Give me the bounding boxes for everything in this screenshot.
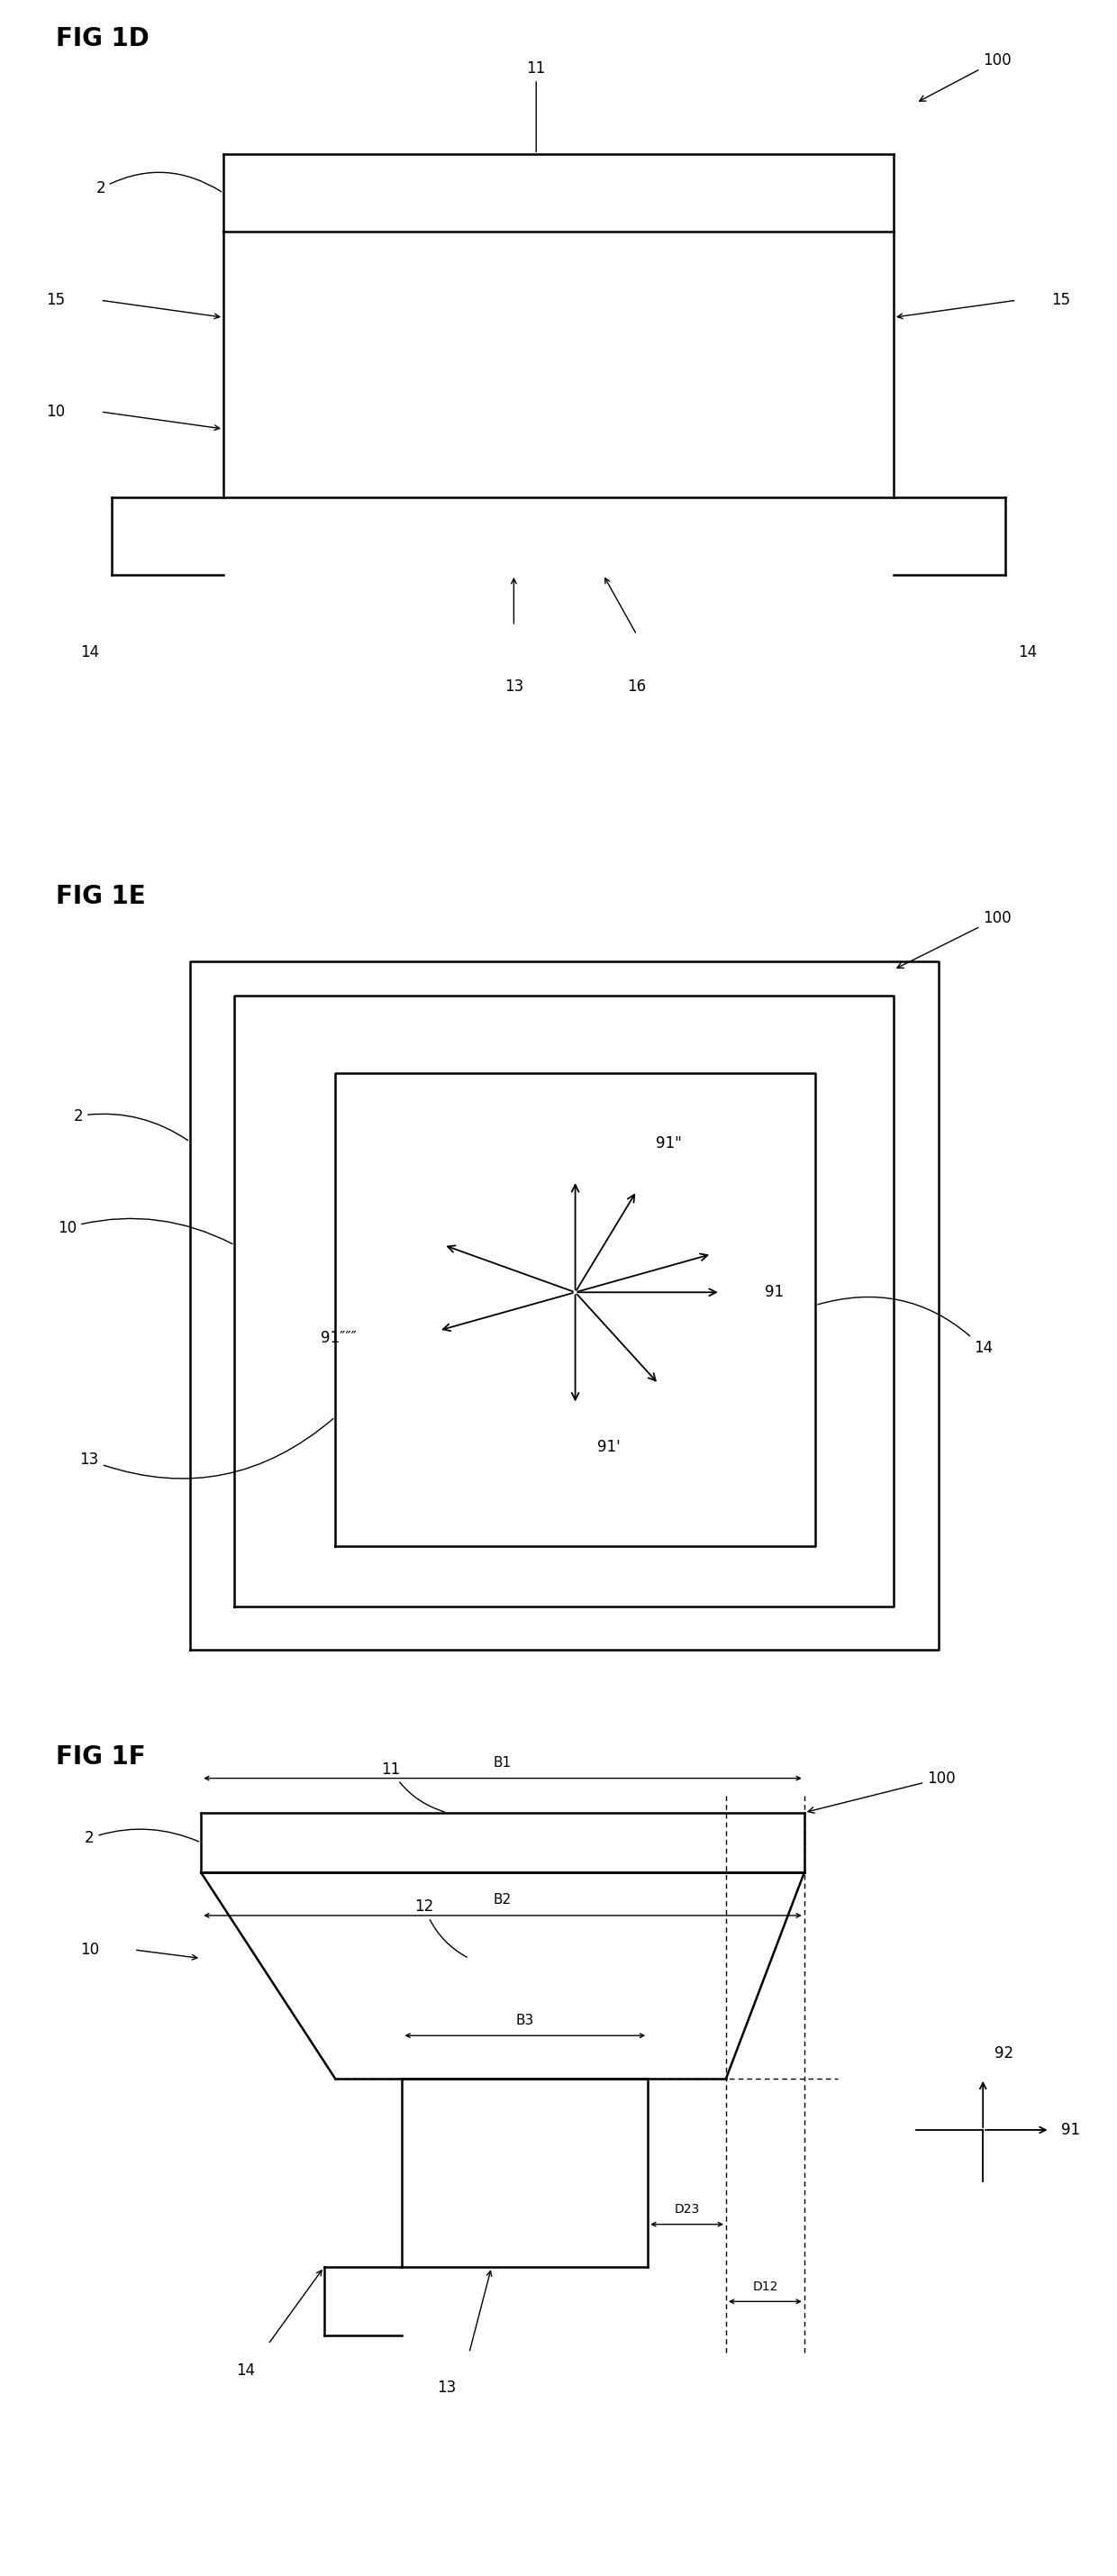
- Text: 14: 14: [236, 2362, 256, 2378]
- Text: 13: 13: [79, 1419, 333, 1479]
- Text: 2: 2: [96, 173, 221, 196]
- Text: FIG 1D: FIG 1D: [56, 26, 150, 52]
- Text: B2: B2: [494, 1893, 512, 1906]
- Text: FIG 1E: FIG 1E: [56, 884, 145, 909]
- Text: 91': 91': [598, 1437, 621, 1455]
- Text: 91: 91: [765, 1285, 784, 1301]
- Text: 15: 15: [46, 291, 66, 309]
- Text: 14: 14: [1018, 644, 1038, 659]
- Text: 100: 100: [808, 1770, 956, 1814]
- Text: B3: B3: [516, 2014, 534, 2027]
- Text: 100: 100: [919, 52, 1012, 100]
- Text: 2: 2: [74, 1108, 188, 1141]
- Text: 10: 10: [79, 1942, 99, 1958]
- Text: B1: B1: [494, 1757, 512, 1770]
- Text: 12: 12: [414, 1899, 467, 1958]
- Text: 91: 91: [1061, 2123, 1080, 2138]
- Text: 10: 10: [46, 404, 66, 420]
- Text: 14: 14: [818, 1296, 993, 1358]
- Text: 11: 11: [381, 1762, 445, 1811]
- Text: 13: 13: [437, 2380, 457, 2396]
- Text: D23: D23: [675, 2202, 699, 2215]
- Text: D12: D12: [753, 2280, 777, 2293]
- Text: FIG 1F: FIG 1F: [56, 1744, 145, 1770]
- Text: 11: 11: [526, 59, 546, 152]
- Text: 92: 92: [994, 2045, 1013, 2061]
- Text: 16: 16: [627, 677, 647, 696]
- Text: 10: 10: [57, 1218, 232, 1244]
- Text: 13: 13: [504, 677, 524, 696]
- Text: 2: 2: [85, 1829, 199, 1847]
- Text: 91″″″: 91″″″: [321, 1329, 356, 1347]
- Text: 100: 100: [897, 909, 1012, 969]
- Text: 91": 91": [656, 1136, 681, 1151]
- Text: 15: 15: [1051, 291, 1071, 309]
- Text: 14: 14: [79, 644, 99, 659]
